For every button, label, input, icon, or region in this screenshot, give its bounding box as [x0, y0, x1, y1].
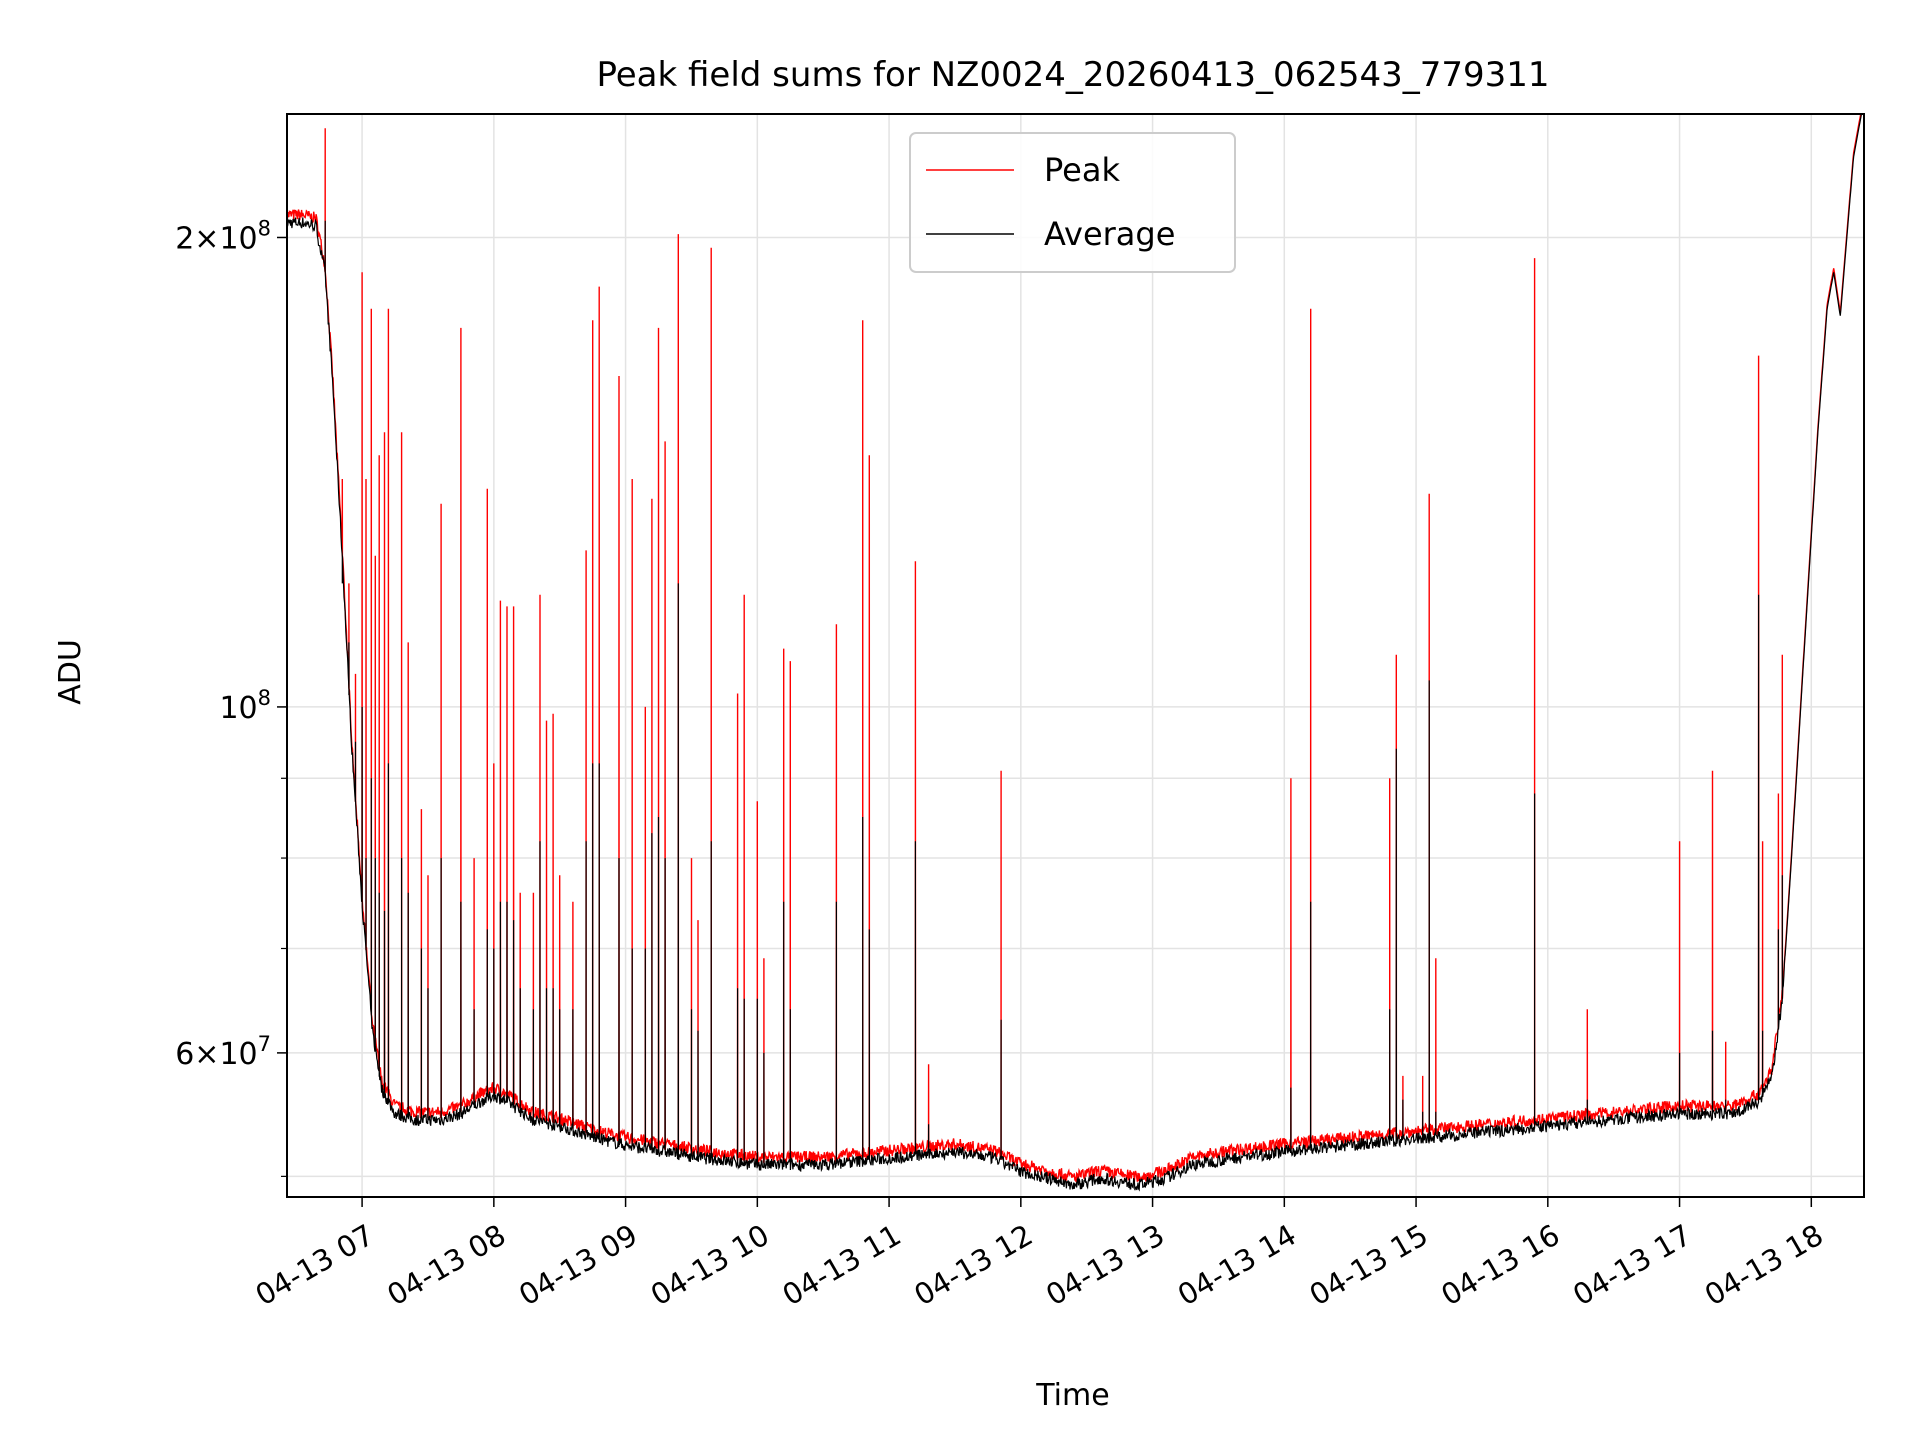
series-line-average: [287, 114, 1863, 1192]
y-tick-label-exponent: 8: [258, 686, 271, 710]
legend-box: [909, 132, 1236, 273]
y-tick-label: 6×107: [175, 1032, 271, 1072]
chart-title: Peak field sums for NZ0024_20260413_0625…: [596, 55, 1549, 95]
y-tick-label-base: 2×10: [175, 221, 257, 256]
legend: Peak Average: [909, 132, 1236, 273]
y-tick-label-base: 6×10: [175, 1037, 257, 1072]
legend-label-peak: Peak: [1044, 151, 1120, 189]
legend-label-average: Average: [1044, 215, 1175, 253]
y-tick-label: 2×108: [175, 216, 271, 256]
y-tick-label-exponent: 8: [258, 216, 271, 240]
y-axis-label: ADU: [53, 639, 88, 705]
plot-area: [287, 114, 1863, 1192]
x-axis-label: Time: [1035, 1378, 1109, 1413]
y-tick-label: 108: [219, 686, 271, 726]
y-tick-label-exponent: 7: [258, 1032, 271, 1056]
y-tick-label-base: 10: [219, 691, 257, 726]
plot-frame: [286, 113, 1865, 1198]
